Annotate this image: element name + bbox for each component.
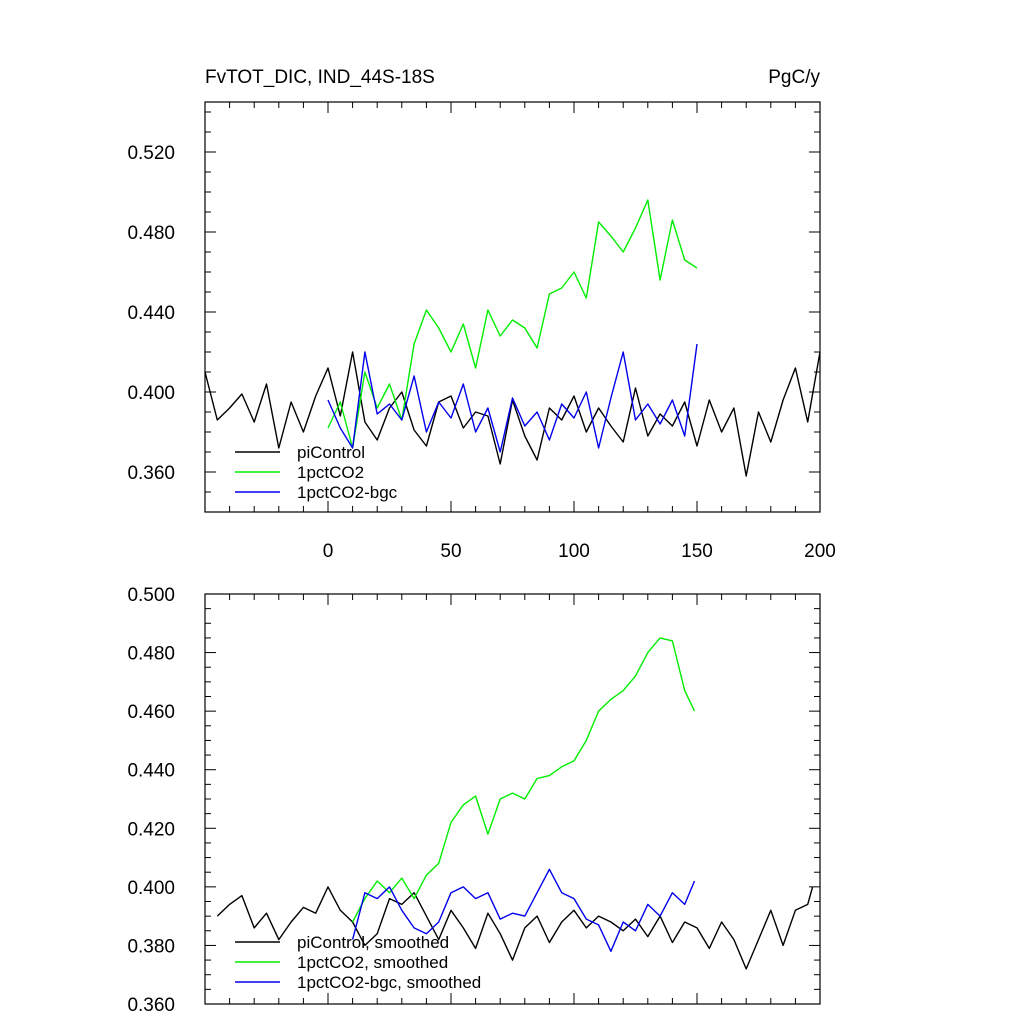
top-panel-axes: 0 50 100 150 200 0.360 0.400 0.440 0.480 0.520	[127, 102, 836, 562]
top-plot-frame	[204, 101, 821, 513]
top-panel-series	[204, 199, 821, 477]
bottom-panel-series	[216, 637, 814, 970]
x-tick-label: 100	[558, 541, 590, 562]
legend-label: 1pctCO2-bgc	[297, 483, 398, 502]
y-tick-label: 0.520	[127, 143, 175, 164]
y-tick-label: 0.500	[127, 585, 175, 606]
y-tick-label: 0.480	[127, 223, 175, 244]
series-line-bottom-2	[351, 868, 696, 952]
top-panel: FvTOT_DIC, IND_44S-18S PgC/y 0 50 100 150 20…	[127, 67, 835, 562]
series-line-top-1	[327, 199, 698, 449]
bottom-panel: 0.360 0.380 0.400 0.420 0.440 0.460 0.480 0.500…	[127, 585, 821, 1016]
y-tick-label: 0.420	[127, 819, 175, 840]
legend-label: 1pctCO2, smoothed	[297, 953, 448, 972]
legend-label: 1pctCO2	[297, 463, 364, 482]
series-line-bottom-1	[351, 637, 696, 923]
y-tick-label: 0.400	[127, 383, 175, 404]
y-tick-label: 0.360	[127, 463, 175, 484]
series-line-bottom-0	[216, 886, 814, 970]
legend-label: piControl	[297, 443, 365, 462]
chart-title: FvTOT_DIC, IND_44S-18S	[205, 67, 435, 88]
bottom-plot-frame	[204, 593, 821, 1005]
x-tick-label: 150	[681, 541, 713, 562]
y-tick-label: 0.400	[127, 878, 175, 899]
legend-label: 1pctCO2-bgc, smoothed	[297, 973, 481, 992]
y-tick-label: 0.480	[127, 644, 175, 665]
y-tick-label: 0.440	[127, 303, 175, 324]
series-line-top-2	[327, 343, 698, 453]
bottom-panel-axes: 0.360 0.380 0.400 0.420 0.440 0.460 0.480 0.500	[127, 585, 821, 1016]
x-tick-label: 200	[804, 541, 836, 562]
y-tick-label: 0.440	[127, 761, 175, 782]
y-tick-label: 0.460	[127, 702, 175, 723]
y-tick-label: 0.380	[127, 936, 175, 957]
x-tick-label: 0	[323, 541, 334, 562]
y-tick-label: 0.360	[127, 995, 175, 1016]
x-tick-label: 50	[440, 541, 461, 562]
legend-label: piControl, smoothed	[297, 933, 449, 952]
units-label: PgC/y	[768, 67, 820, 88]
